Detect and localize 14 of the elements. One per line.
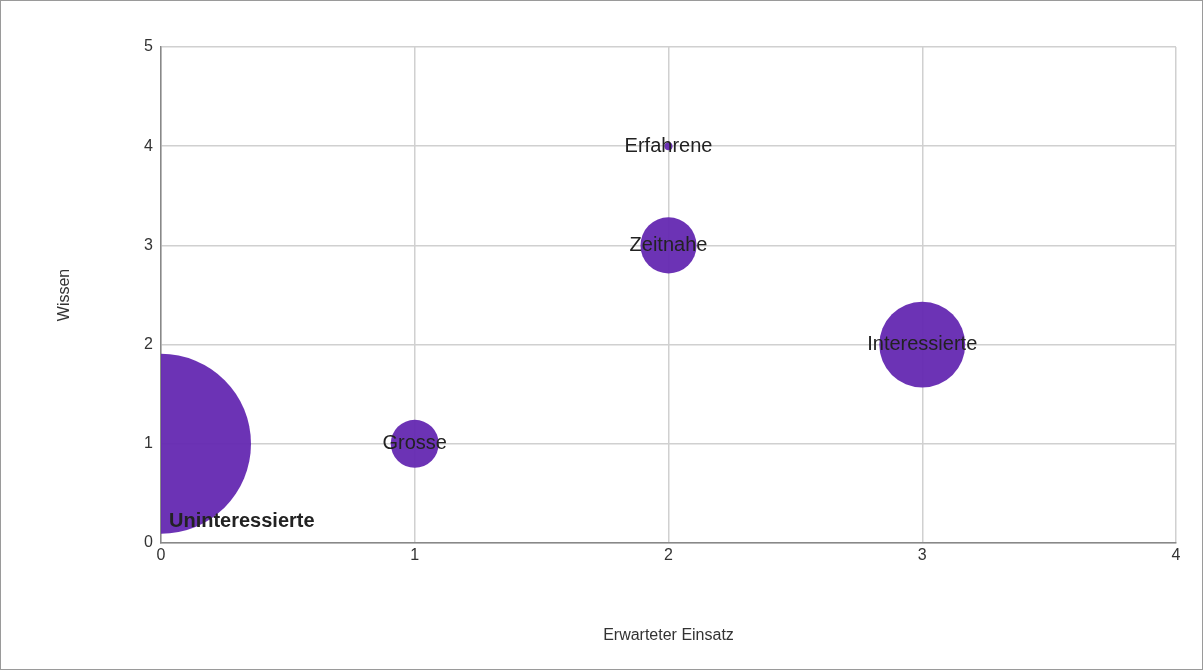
y-tick-label: 0 xyxy=(144,533,154,551)
x-tick-label: 3 xyxy=(917,546,927,564)
y-tick-label: 4 xyxy=(144,136,154,154)
x-tick-label: 2 xyxy=(664,546,674,564)
x-tick-label: 4 xyxy=(1171,546,1181,564)
x-axis-title: Erwarteter Einsatz xyxy=(603,625,734,643)
y-tick-label: 2 xyxy=(144,335,154,353)
x-tick-label: 1 xyxy=(410,546,420,564)
y-tick-label: 1 xyxy=(144,434,154,452)
x-tick-label: 0 xyxy=(156,546,166,564)
y-axis-title: Wissen xyxy=(55,268,73,322)
y-tick-label: 3 xyxy=(144,235,154,253)
annotation: Erfahrene xyxy=(624,133,713,156)
y-tick-label: 5 xyxy=(144,37,154,55)
